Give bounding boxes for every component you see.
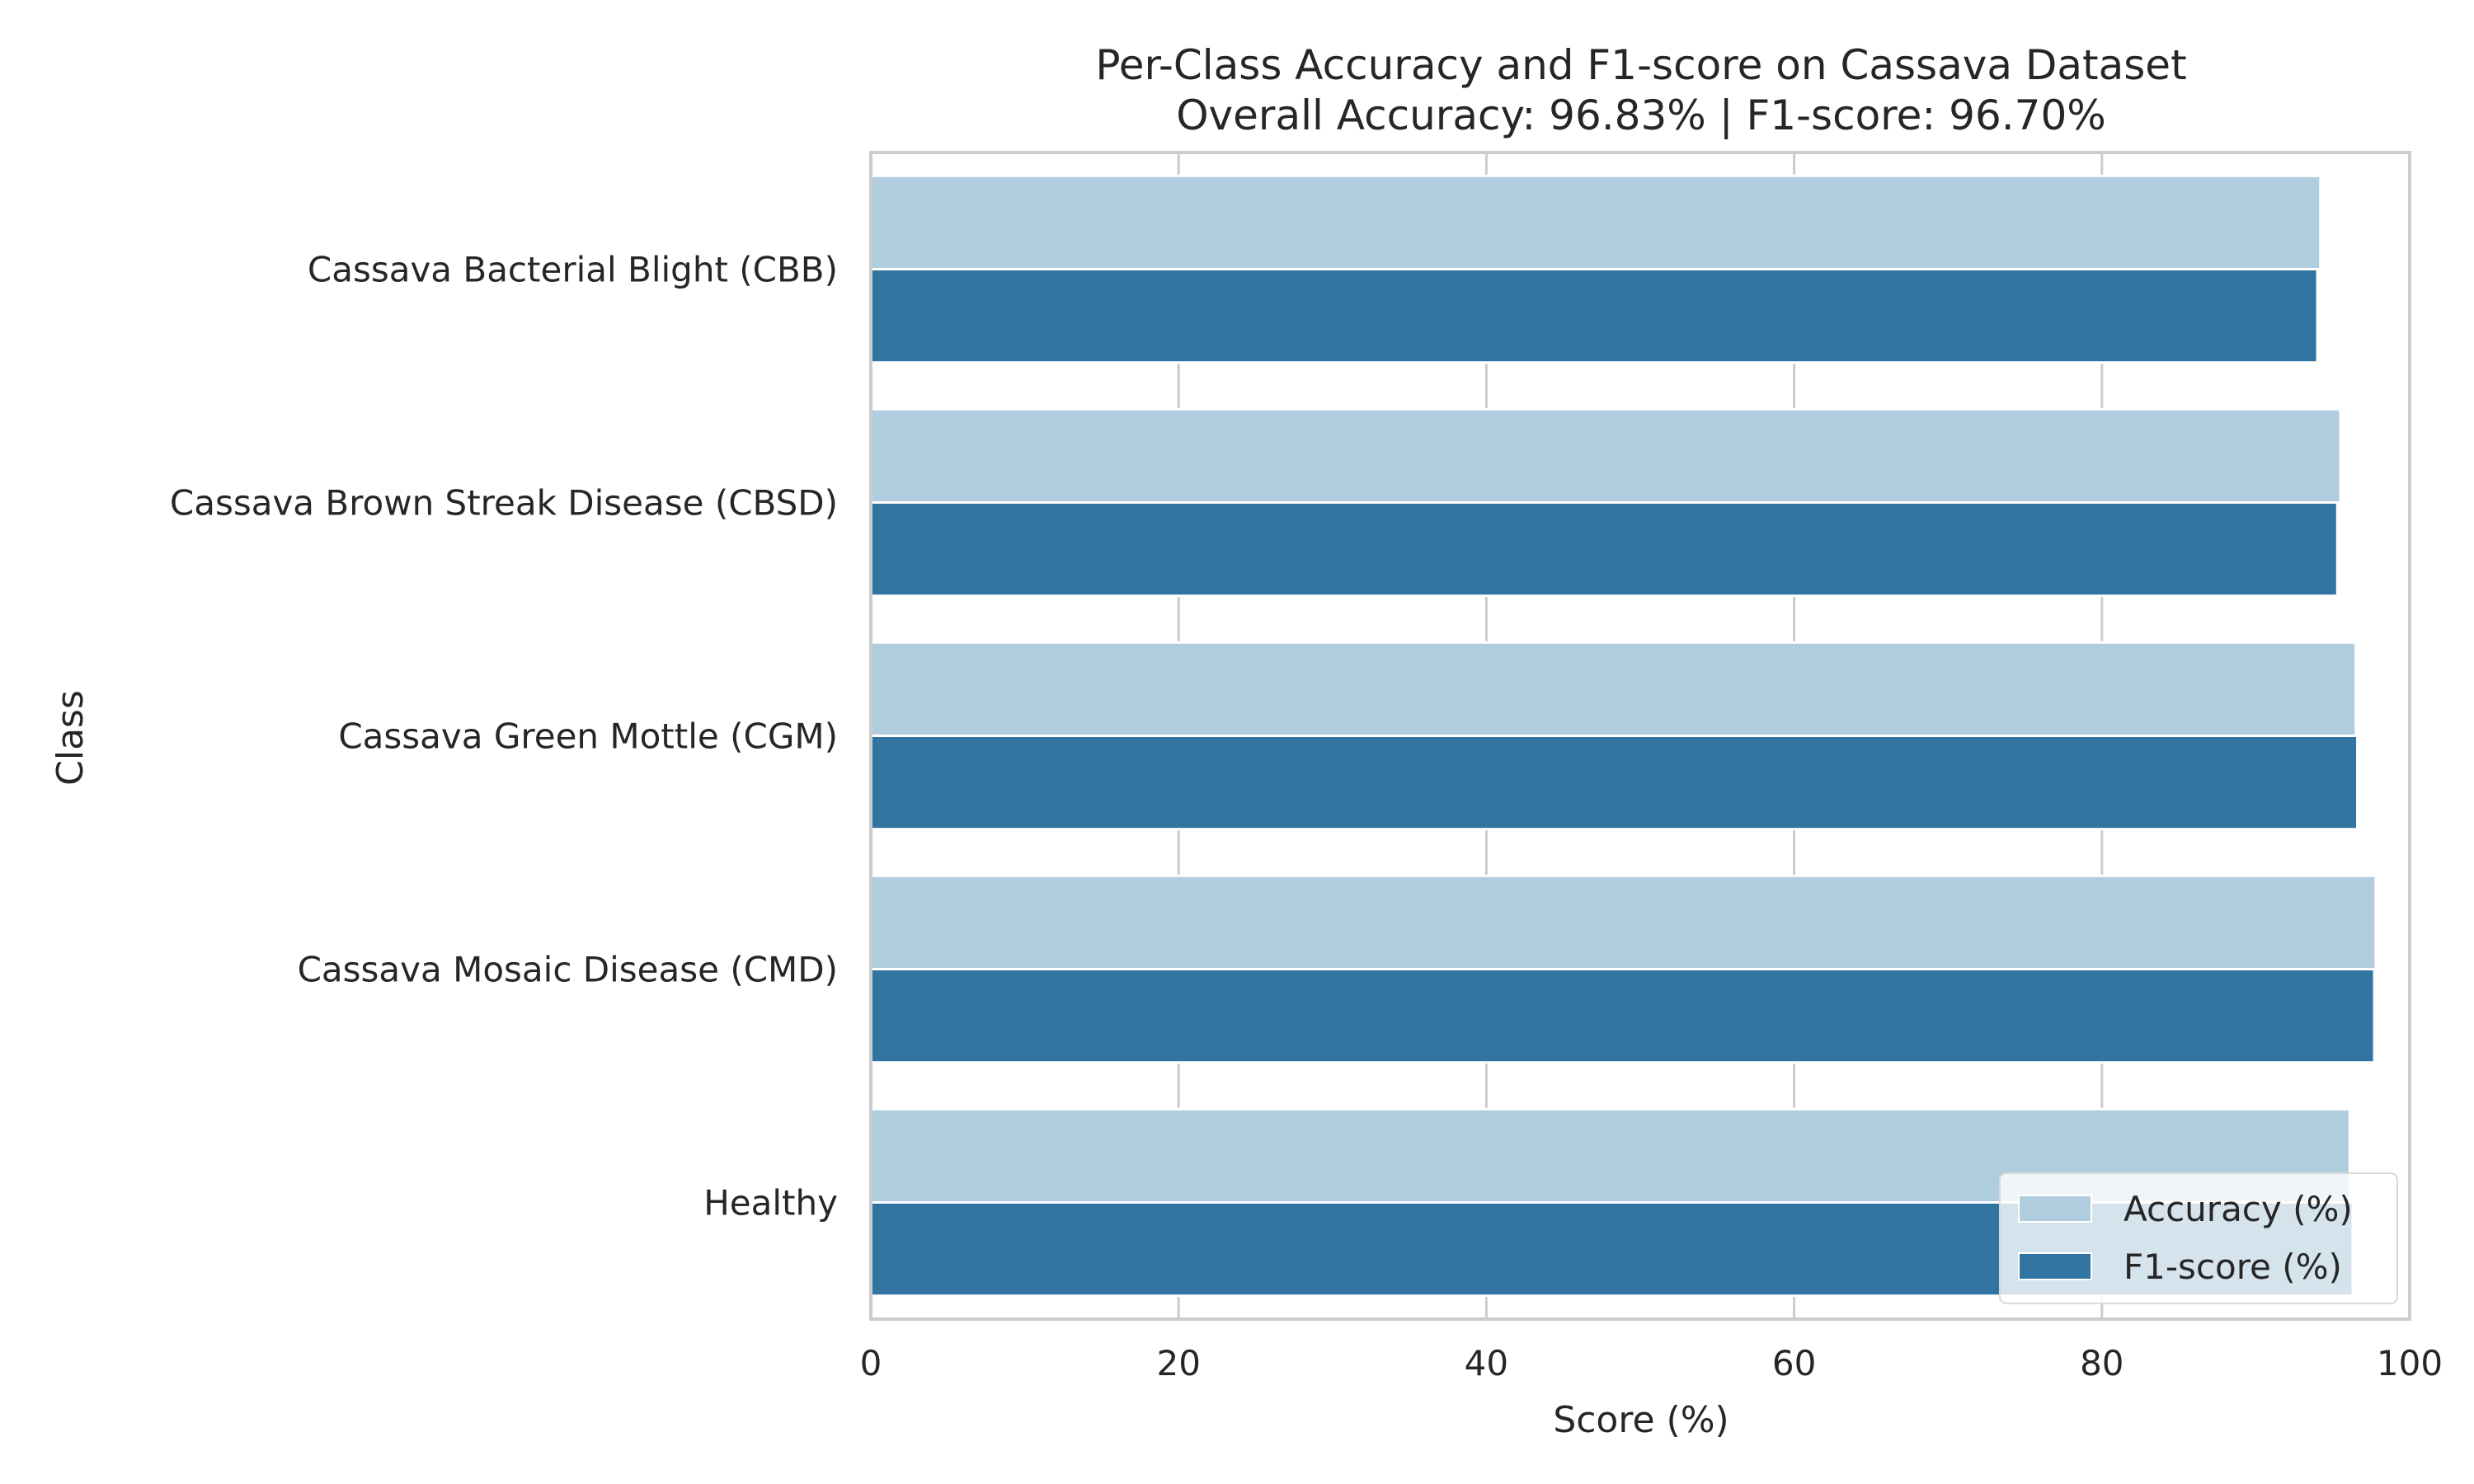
bar-f1-0 <box>869 268 2319 364</box>
bar-accuracy-3 <box>869 874 2378 971</box>
y-category-label-4: Healthy <box>703 1183 838 1223</box>
x-tick-label-2: 40 <box>1465 1343 1508 1383</box>
y-category-label-0: Cassava Bacterial Blight (CBB) <box>308 250 838 290</box>
x-tick-label-5: 100 <box>2377 1343 2443 1383</box>
plot-frame <box>869 151 2411 1321</box>
x-tick-label-0: 0 <box>860 1343 882 1383</box>
legend-box <box>1999 1172 2398 1304</box>
bar-accuracy-2 <box>869 641 2358 737</box>
legend-swatch-1 <box>2018 1252 2092 1280</box>
legend-label-1: F1-score (%) <box>2124 1247 2342 1287</box>
x-tick-label-1: 20 <box>1156 1343 1200 1383</box>
bars <box>869 174 2378 1298</box>
bar-accuracy-0 <box>869 174 2322 270</box>
x-tick-label-4: 80 <box>2080 1343 2124 1383</box>
x-tick-labels: 0 20 40 60 80 100 <box>860 1343 2443 1383</box>
legend-swatch-0 <box>2018 1195 2092 1223</box>
chart-subtitle: Overall Accuracy: 96.83% | F1-score: 96.… <box>1176 92 2106 139</box>
x-axis-label: Score (%) <box>1553 1399 1729 1441</box>
chart-title: Per-Class Accuracy and F1-score on Cassa… <box>1095 41 2186 89</box>
bar-accuracy-1 <box>869 407 2342 504</box>
x-tick-label-3: 60 <box>1772 1343 1816 1383</box>
y-category-label-1: Cassava Brown Streak Disease (CBSD) <box>170 483 838 524</box>
y-axis-label: Class <box>49 690 92 786</box>
y-category-label-3: Cassava Mosaic Disease (CMD) <box>298 950 838 990</box>
legend-label-0: Accuracy (%) <box>2124 1189 2353 1229</box>
legend: Accuracy (%) F1-score (%) <box>1999 1172 2398 1304</box>
y-category-label-2: Cassava Green Mottle (CGM) <box>338 716 838 757</box>
y-category-labels: Cassava Bacterial Blight (CBB) Cassava Br… <box>170 250 838 1223</box>
bar-f1-2 <box>869 735 2359 831</box>
bar-f1-1 <box>869 501 2339 598</box>
bar-f1-3 <box>869 968 2376 1064</box>
